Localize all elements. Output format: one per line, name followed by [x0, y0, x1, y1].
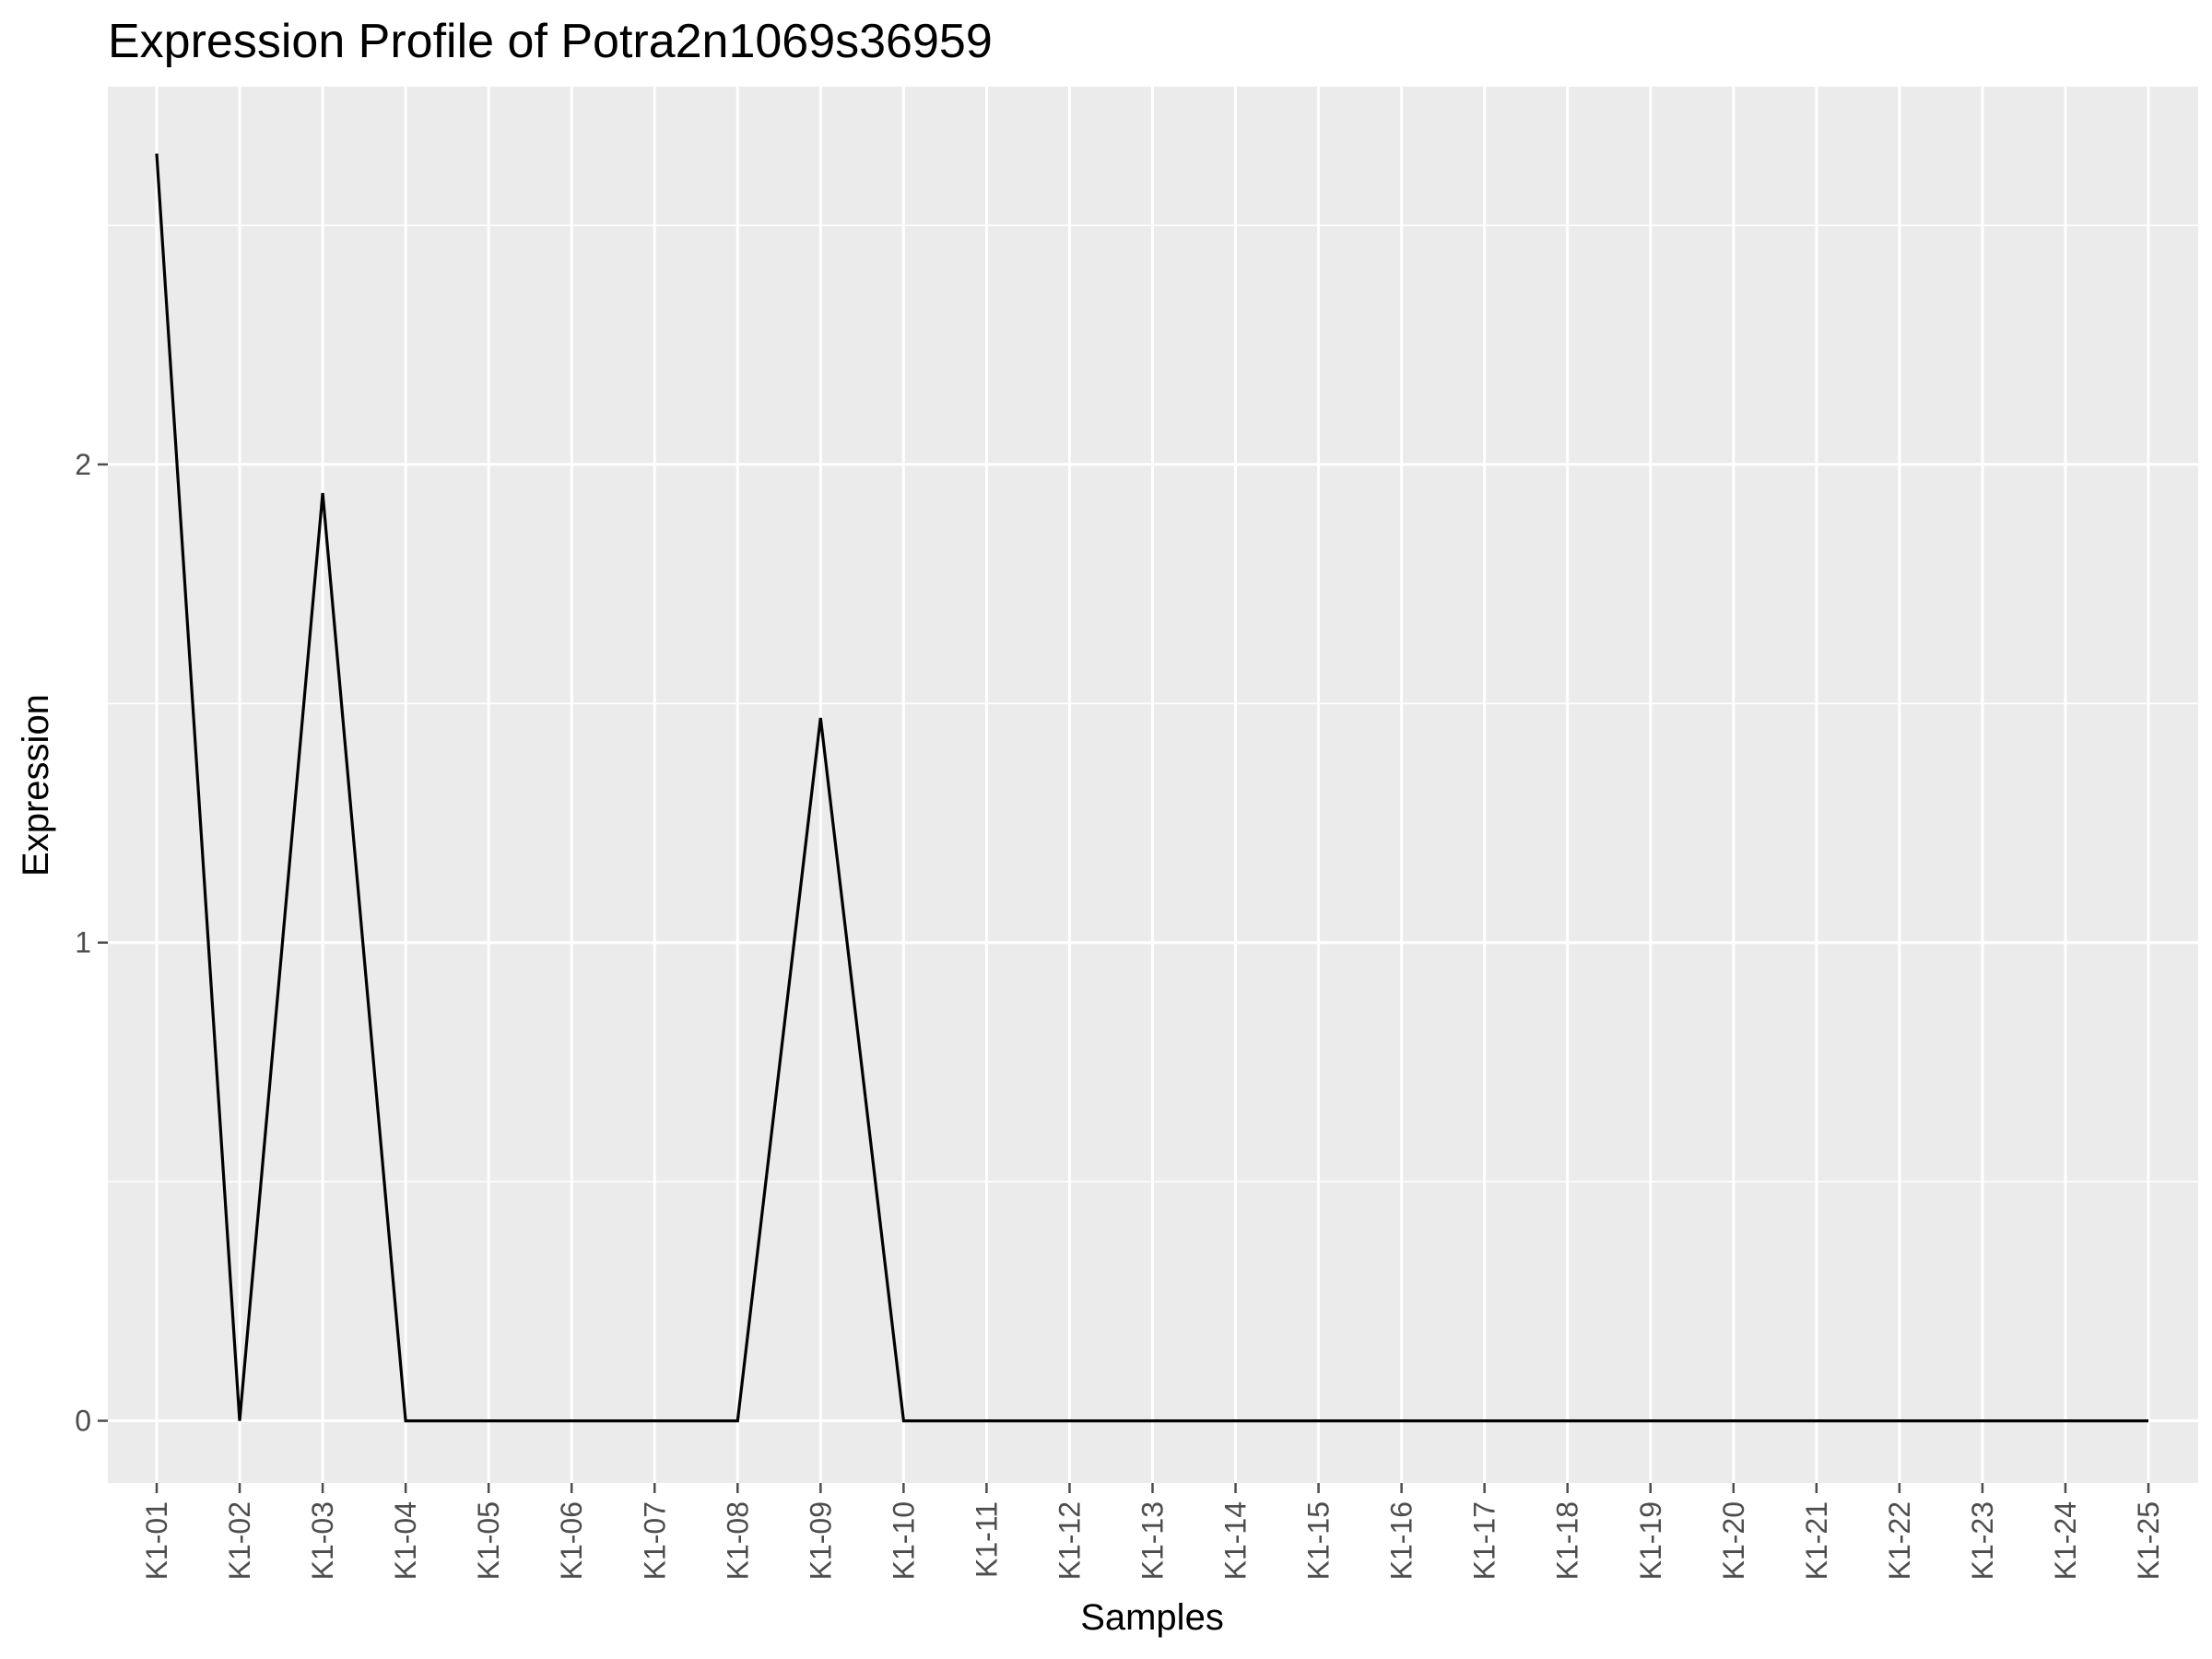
- x-axis: K1-01 K1-02 K1-03 K1-04 K1-05 K1-06 K1-07 K1-08…: [140, 1483, 2165, 1580]
- x-tick-label: K1-07: [638, 1501, 671, 1580]
- x-tick-label: K1-17: [1468, 1501, 1501, 1580]
- x-tick-label: K1-19: [1634, 1501, 1667, 1580]
- x-tick-label: K1-21: [1800, 1501, 1833, 1580]
- x-tick-label: K1-14: [1219, 1501, 1253, 1580]
- x-tick-label: K1-18: [1551, 1501, 1584, 1580]
- x-tick-label: K1-20: [1717, 1501, 1750, 1580]
- x-tick-label: K1-06: [555, 1501, 588, 1580]
- x-tick-label: K1-13: [1136, 1501, 1170, 1580]
- major-gridlines: [108, 87, 2198, 1483]
- chart-title: Expression Profile of Potra2n1069s36959: [108, 15, 993, 68]
- x-tick-label: K1-08: [721, 1501, 754, 1580]
- x-tick-label: K1-01: [140, 1501, 173, 1580]
- x-axis-title: Samples: [1080, 1597, 1224, 1638]
- x-tick-label: K1-02: [223, 1501, 256, 1580]
- x-tick-label: K1-03: [306, 1501, 339, 1580]
- y-tick-label: 2: [75, 448, 91, 481]
- y-tick-label: 1: [75, 926, 91, 959]
- y-axis-title: Expression: [16, 694, 56, 877]
- x-tick-label: K1-12: [1053, 1501, 1086, 1580]
- x-tick-label: K1-04: [389, 1501, 422, 1580]
- x-tick-label: K1-24: [2049, 1501, 2082, 1580]
- x-tick-label: K1-09: [804, 1501, 837, 1580]
- x-tick-label: K1-23: [1966, 1501, 1999, 1580]
- x-tick-label: K1-22: [1883, 1501, 1916, 1580]
- y-tick-label: 0: [75, 1405, 91, 1438]
- x-tick-label: K1-16: [1385, 1501, 1418, 1580]
- x-tick-label: K1-25: [2132, 1501, 2165, 1580]
- x-tick-label: K1-11: [970, 1501, 1003, 1578]
- x-tick-label: K1-10: [887, 1501, 920, 1580]
- x-tick-label: K1-05: [472, 1501, 505, 1580]
- y-axis: 0 1 2: [75, 448, 108, 1438]
- x-tick-label: K1-15: [1302, 1501, 1335, 1580]
- series-line: [155, 153, 2148, 1423]
- series-layer: [155, 153, 2149, 1423]
